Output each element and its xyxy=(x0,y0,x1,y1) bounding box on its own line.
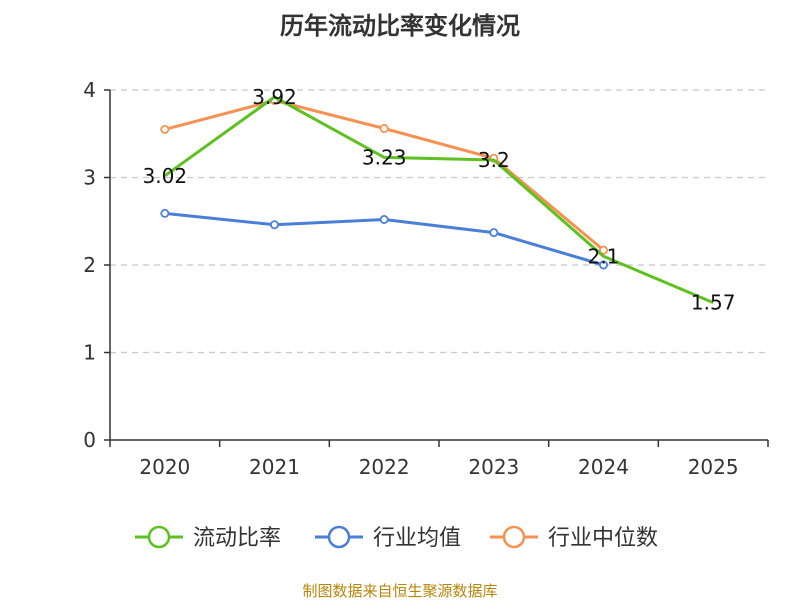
x-tick-label: 2022 xyxy=(359,455,410,479)
legend-item-2[interactable]: 行业中位数 xyxy=(490,525,658,551)
x-tick-label: 2025 xyxy=(688,455,739,479)
legend-marker xyxy=(147,525,171,549)
y-tick-label: 2 xyxy=(83,253,96,277)
grid xyxy=(110,89,768,354)
series-line-2 xyxy=(164,99,605,252)
legend-label: 流动比率 xyxy=(193,526,281,551)
legend-label: 行业均值 xyxy=(373,526,461,551)
data-point xyxy=(160,208,170,218)
data-label: 3.02 xyxy=(143,164,188,188)
x-tick-label: 2023 xyxy=(468,455,519,479)
chart-title: 历年流动比率变化情况 xyxy=(280,12,520,40)
data-label: 3.92 xyxy=(252,85,297,109)
legend[interactable]: 流动比率 行业均值 行业中位数 xyxy=(135,525,658,551)
data-label: 2.1 xyxy=(588,244,620,268)
axes: 0 1 2 3 4 2020 2021 2022 2023 2024 2025 xyxy=(83,78,769,479)
data-label: 3.23 xyxy=(362,145,407,169)
y-tick-label: 0 xyxy=(83,428,96,452)
y-tick-label: 1 xyxy=(83,341,96,365)
legend-marker xyxy=(502,525,526,549)
x-tick-label: 2020 xyxy=(139,455,190,479)
x-tick-label: 2021 xyxy=(249,455,300,479)
source-footnote: 制图数据来自恒生聚源数据库 xyxy=(302,582,497,600)
legend-label: 行业中位数 xyxy=(548,526,658,551)
data-point xyxy=(269,220,279,230)
series-layer xyxy=(160,95,714,304)
data-point xyxy=(599,260,609,270)
data-point xyxy=(599,245,609,255)
data-point xyxy=(379,124,389,134)
data-labels: 3.02 3.92 3.23 3.2 2.1 1.57 xyxy=(143,85,736,315)
legend-item-0[interactable]: 流动比率 xyxy=(135,525,281,551)
series-line-0 xyxy=(163,95,714,304)
data-point xyxy=(160,124,170,134)
legend-marker xyxy=(327,525,351,549)
legend-item-1[interactable]: 行业均值 xyxy=(315,525,461,551)
x-tick-label: 2024 xyxy=(578,455,629,479)
y-tick-label: 3 xyxy=(83,166,96,190)
data-point xyxy=(489,228,499,238)
y-tick-label: 4 xyxy=(83,78,96,102)
data-point xyxy=(379,214,389,224)
data-label: 1.57 xyxy=(691,291,736,315)
data-label: 3.2 xyxy=(478,148,510,172)
